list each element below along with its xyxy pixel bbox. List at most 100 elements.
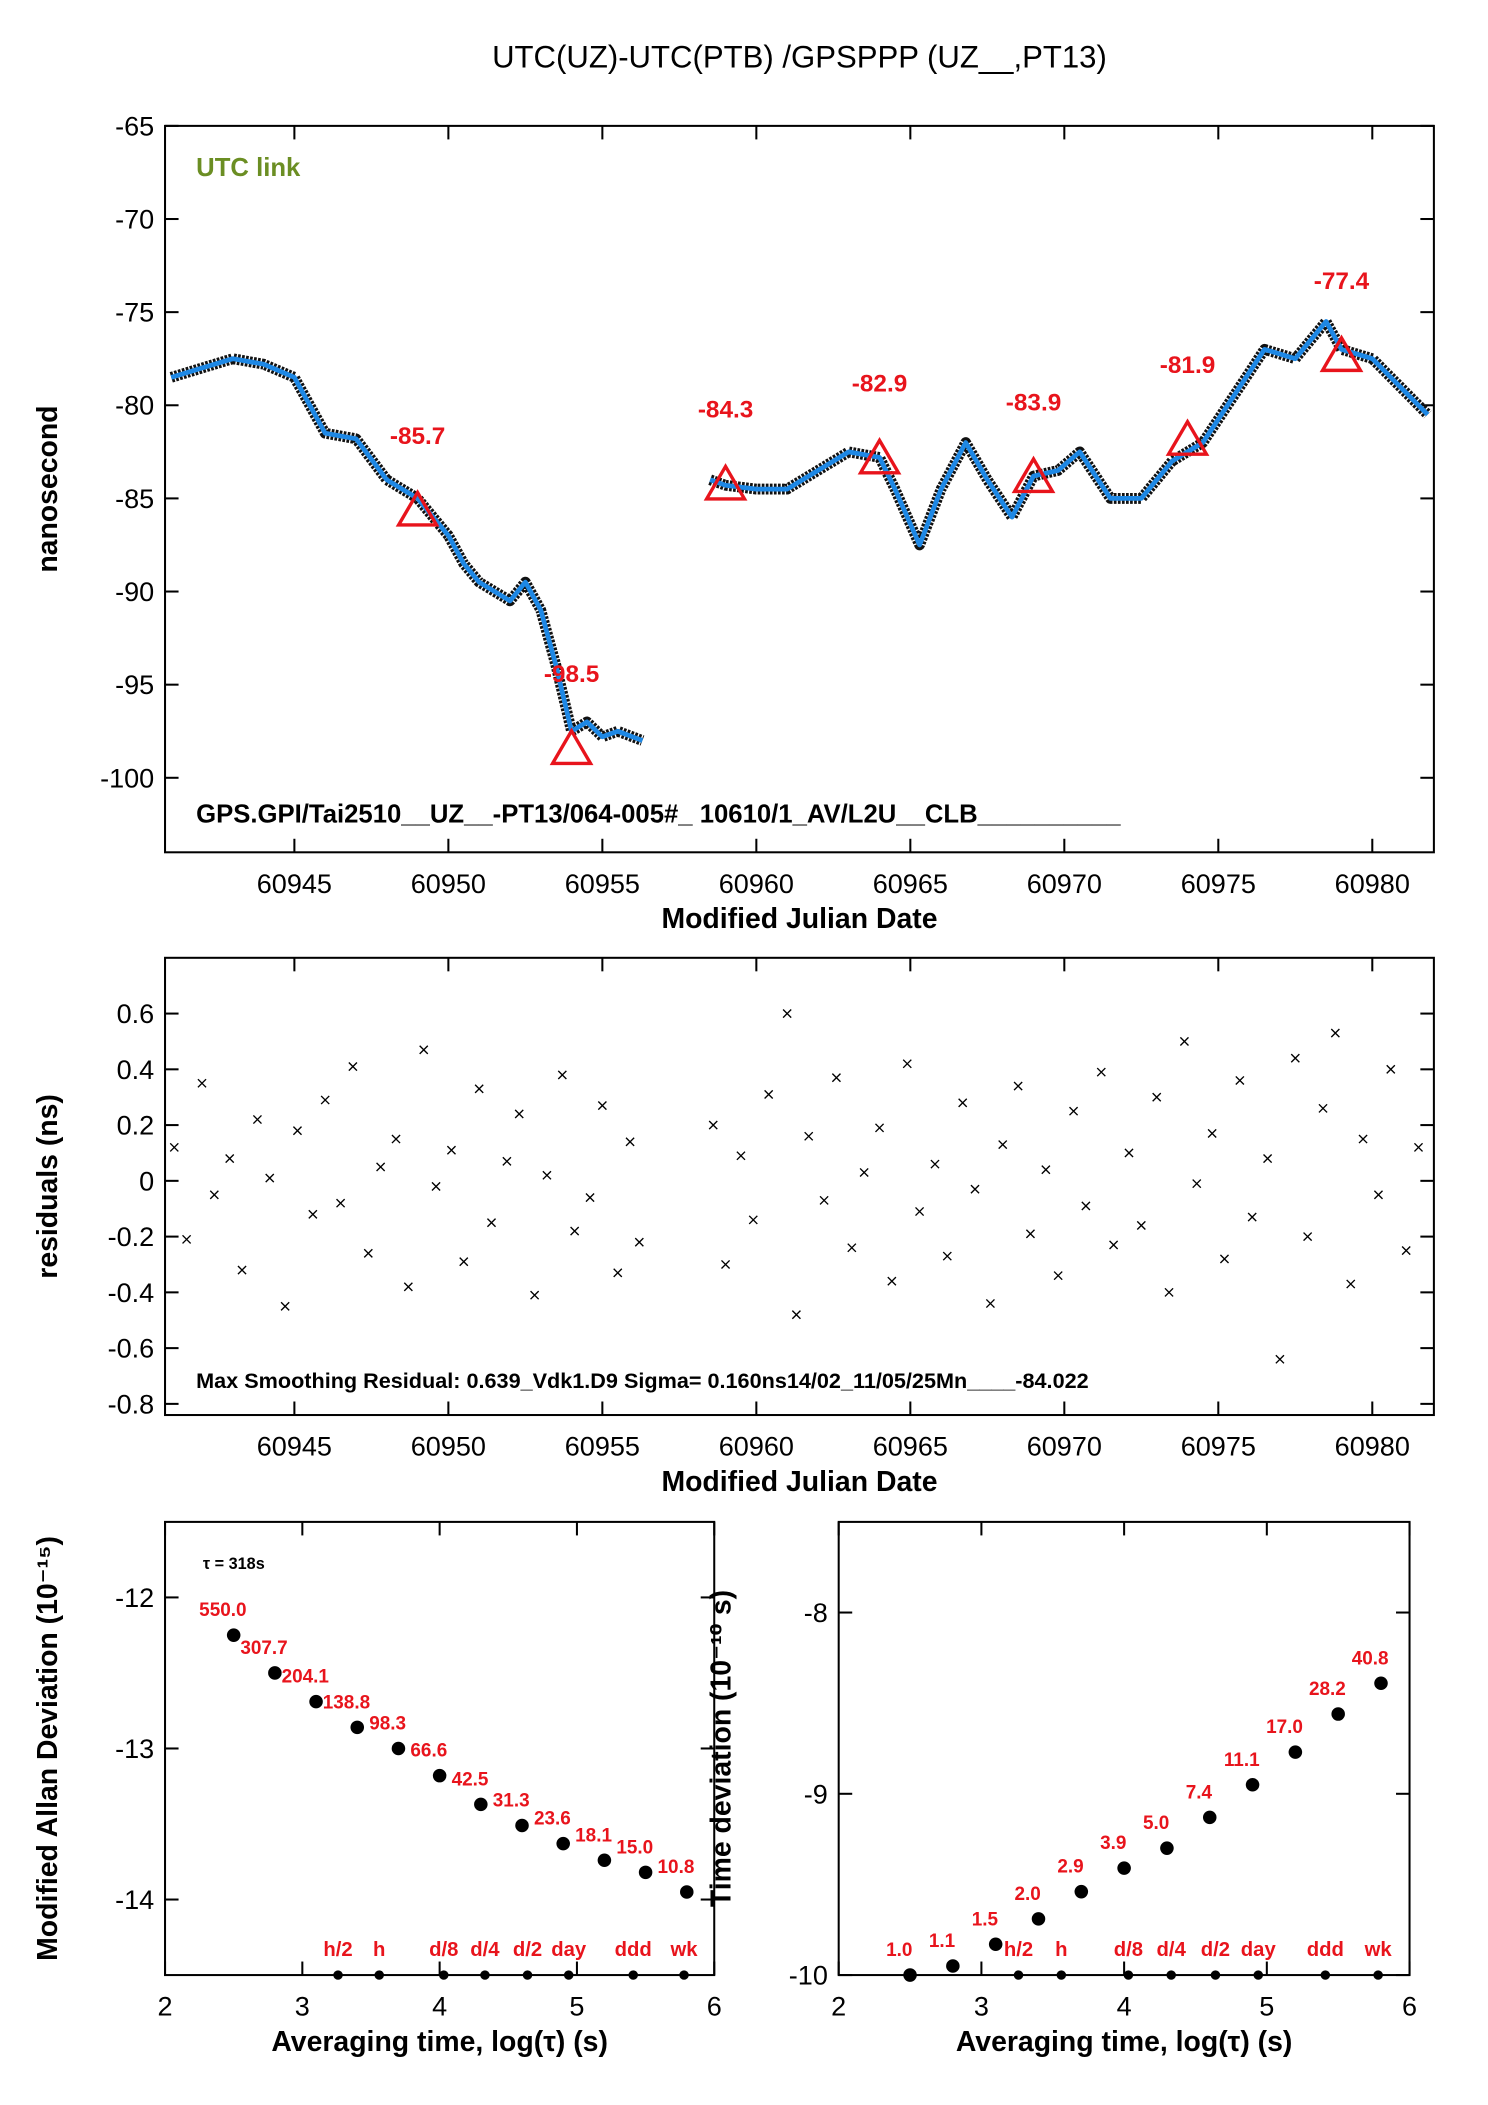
residual-point [1136,1220,1146,1230]
x-tick-label: 60965 [873,1432,948,1462]
deviation-point [597,1853,612,1868]
y-tick-label: 0.2 [117,1111,155,1141]
deviation-point [515,1818,529,1833]
residual-point [169,1142,179,1152]
residual-point [597,1101,607,1111]
residual-point [1318,1103,1328,1113]
x-tick-label: 60980 [1335,869,1410,899]
point-label: 10.8 [658,1857,695,1878]
interval-label: wk [1364,1939,1393,1961]
point-label: 1.5 [972,1909,998,1930]
deviation-point [1374,1676,1388,1690]
point-label: 550.0 [199,1600,246,1621]
triangle-marker [395,489,440,527]
interval-label: h [373,1939,385,1961]
residual-point [1069,1106,1079,1116]
residual-point [376,1162,386,1172]
residual-point [1192,1179,1202,1189]
interval-marker [1013,1970,1024,1980]
residual-point [502,1156,512,1166]
x-tick-label: 5 [569,1992,584,2022]
residual-point [197,1078,207,1088]
x-tick-label: 60950 [411,1432,486,1462]
residual-point [446,1145,456,1155]
triangle-marker [703,463,748,501]
deviation-point [1202,1810,1217,1825]
residual-point [874,1123,885,1133]
point-label: 138.8 [323,1692,370,1713]
residual-point [887,1276,897,1286]
x-tick-label: 60960 [719,869,794,899]
residual-point [1247,1212,1257,1222]
y-tick-label: -80 [115,391,154,421]
residual-point [225,1154,235,1164]
y-tick-label: -13 [115,1734,154,1764]
residual-point [336,1198,346,1208]
interval-label: h [1055,1939,1067,1961]
x-axis-label: Averaging time, log(τ) (s) [271,2026,608,2058]
point-label: 3.9 [1100,1833,1126,1854]
y-tick-label: -0.8 [108,1389,155,1419]
x-tick-label: 60960 [719,1432,794,1462]
interval-label: ddd [615,1939,652,1961]
x-axis-label: Modified Julian Date [661,903,937,935]
point-label: 2.0 [1015,1884,1041,1905]
triangle-marker [549,727,594,766]
residual-point [708,1120,718,1130]
residual-point [1413,1142,1424,1152]
x-tick-label: 60945 [257,869,332,899]
residual-point [1290,1053,1300,1063]
triangle-label: -98.5 [544,661,599,688]
interval-label: wk [670,1939,699,1961]
y-tick-label: -12 [115,1583,154,1613]
residual-point [1401,1246,1411,1256]
deviation-point [638,1865,653,1880]
residual-point [1081,1201,1091,1211]
residual-point [1041,1165,1051,1175]
annotation: Max Smoothing Residual: 0.639_Vdk1.D9 Si… [196,1368,1089,1393]
interval-label: d/2 [1201,1939,1230,1961]
y-tick-label: -0.4 [108,1278,155,1308]
point-label: 204.1 [282,1667,329,1688]
deviation-point [474,1797,488,1812]
x-tick-label: 3 [295,1992,310,2022]
residual-point [292,1126,302,1136]
interval-marker [1373,1970,1383,1980]
residual-point [474,1084,484,1094]
y-tick-label: -90 [115,577,154,607]
x-tick-label: 2 [158,1992,173,2022]
residual-point [1303,1232,1313,1242]
residual-point [1235,1075,1245,1086]
residual-point [859,1167,869,1178]
y-tick-label: -9 [804,1779,828,1809]
residual-point [570,1226,580,1236]
residual-point [391,1134,401,1144]
residual-point [209,1190,219,1200]
x-tick-label: 60955 [565,1432,640,1462]
residual-point [252,1114,262,1125]
triangle-label: -83.9 [1006,389,1061,416]
x-tick-label: 60950 [411,869,486,899]
point-label: 66.6 [410,1741,447,1762]
residual-point [348,1062,358,1072]
residual-point [782,1009,792,1019]
residual-point [1164,1287,1174,1297]
residual-point [514,1109,524,1119]
x-tick-label: 60975 [1181,869,1256,899]
interval-marker [333,1970,343,1980]
point-label: 98.3 [369,1714,406,1735]
point-label: 15.0 [616,1837,653,1858]
point-label: 28.2 [1309,1679,1346,1700]
x-tick-label: 60945 [257,1432,332,1462]
y-tick-label: 0.4 [117,1055,155,1085]
residual-point [791,1310,801,1320]
residual-point [486,1218,497,1228]
residual-point [831,1073,841,1083]
point-label: 17.0 [1266,1717,1303,1738]
residual-point [613,1268,623,1278]
interval-label: day [1241,1939,1277,1961]
y-tick-label: -65 [115,111,154,141]
deviation-point [946,1959,960,1973]
